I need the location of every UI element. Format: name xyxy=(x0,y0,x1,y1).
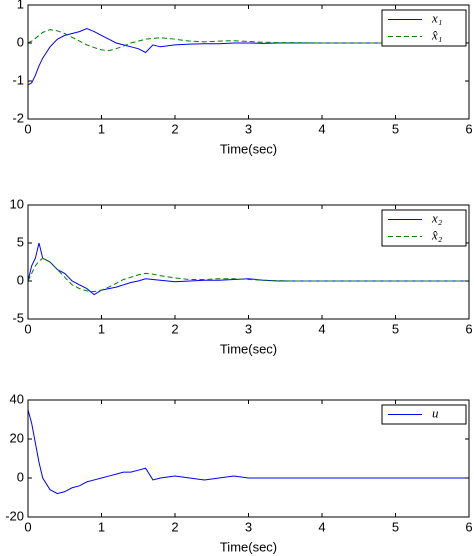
legend-label: x₂ xyxy=(431,210,443,225)
y-tick-label: -5 xyxy=(12,310,24,325)
x-tick-label: 2 xyxy=(171,321,178,336)
y-tick-label: 5 xyxy=(17,234,24,249)
legend-box xyxy=(381,9,467,47)
x-tick-label: 2 xyxy=(171,519,178,534)
y-tick-label: 10 xyxy=(10,196,24,211)
x-tick-label: 3 xyxy=(245,321,252,336)
x-tick-label: 6 xyxy=(465,121,472,136)
x-tick-label: 1 xyxy=(98,121,105,136)
x-tick-label: 4 xyxy=(318,121,325,136)
x-tick-label: 0 xyxy=(24,519,31,534)
y-tick-label: -20 xyxy=(5,508,24,523)
x-tick-label: 4 xyxy=(318,519,325,534)
legend-label: u xyxy=(432,405,439,420)
x-tick-label: 4 xyxy=(318,321,325,336)
y-tick-label: -1 xyxy=(12,72,24,87)
y-tick-label: 1 xyxy=(17,0,24,11)
x-tick-label: 3 xyxy=(245,121,252,136)
x-tick-label: 6 xyxy=(465,519,472,534)
legend-label: x̂₂ xyxy=(431,227,443,242)
y-tick-label: 0 xyxy=(17,469,24,484)
legend-label: x̂₁ xyxy=(431,27,442,42)
y-tick-label: 20 xyxy=(10,430,24,445)
subplot: 0 1 2 3 4 5 6 -2 -1 0 1 Time(sec) x₁ x̂₁ xyxy=(12,0,472,156)
legend: x₁ x̂₁ xyxy=(381,9,467,47)
data-line xyxy=(27,257,469,293)
data-line xyxy=(27,409,469,495)
y-tick-label: 40 xyxy=(10,391,24,406)
x-tick-label: 0 xyxy=(24,321,31,336)
x-tick-label: 0 xyxy=(24,121,31,136)
x-tick-label: 5 xyxy=(392,121,399,136)
data-line xyxy=(27,29,469,52)
y-tick-label: 0 xyxy=(17,34,24,49)
x-axis-label: Time(sec) xyxy=(220,341,277,356)
legend: x₂ x̂₂ xyxy=(381,209,467,247)
y-tick-label: -2 xyxy=(12,110,24,125)
x-tick-label: 1 xyxy=(98,321,105,336)
x-axis-label: Time(sec) xyxy=(220,141,277,156)
legend: u xyxy=(381,404,467,425)
x-tick-label: 5 xyxy=(392,321,399,336)
x-axis-label: Time(sec) xyxy=(220,539,277,554)
legend-box xyxy=(381,404,467,425)
y-tick-label: 0 xyxy=(17,272,24,287)
x-tick-label: 6 xyxy=(465,321,472,336)
legend-box xyxy=(381,209,467,247)
x-tick-label: 5 xyxy=(392,519,399,534)
legend-label: x₁ xyxy=(431,10,442,25)
x-tick-label: 3 xyxy=(245,519,252,534)
x-tick-label: 1 xyxy=(98,519,105,534)
x-tick-label: 2 xyxy=(171,121,178,136)
